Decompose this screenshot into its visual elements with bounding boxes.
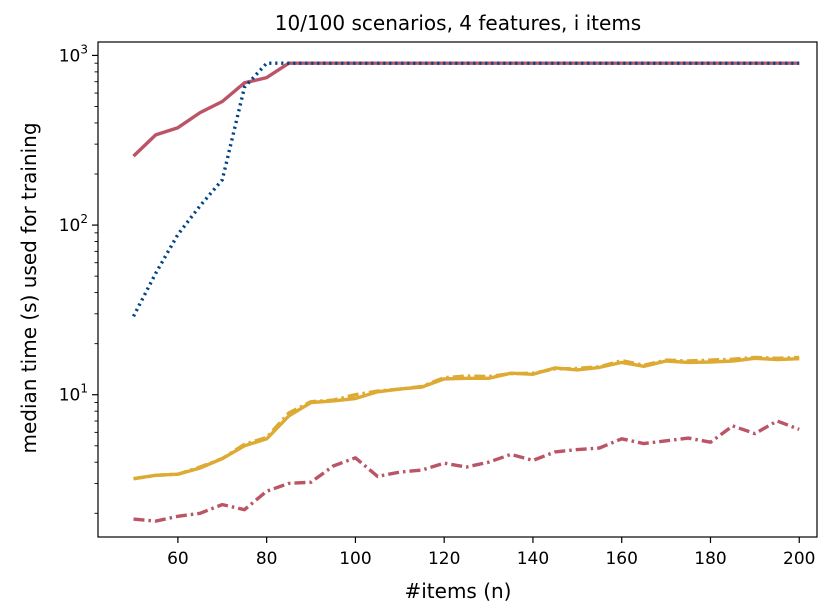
series-line-3 — [133, 356, 800, 481]
x-tick-label: 100 — [339, 549, 371, 569]
y-tick-label: 102 — [59, 212, 88, 236]
x-tick-label: 140 — [517, 549, 549, 569]
y-tick-label: 101 — [59, 382, 88, 406]
series-layer — [131, 61, 800, 523]
series-line-4 — [133, 355, 800, 481]
plot-frame — [97, 41, 818, 538]
x-tick-label: 180 — [694, 549, 726, 569]
x-tick-label: 120 — [428, 549, 460, 569]
series-line-1 — [132, 61, 800, 158]
series-line-5 — [133, 419, 800, 523]
x-tick-label: 200 — [783, 549, 815, 569]
x-axis-label: #items (n) — [404, 579, 511, 603]
series-line-2 — [131, 61, 800, 318]
y-axis-label: median time (s) used for training — [17, 122, 41, 453]
chart-title: 10/100 scenarios, 4 features, i items — [275, 11, 641, 35]
axes-layer: 60 80 100 120 140 160 180 200 101 102 103 — [59, 41, 818, 569]
x-tick-label: 160 — [605, 549, 637, 569]
y-tick-label: 103 — [59, 42, 88, 66]
x-tick-label: 60 — [167, 549, 189, 569]
x-tick-label: 80 — [256, 549, 278, 569]
